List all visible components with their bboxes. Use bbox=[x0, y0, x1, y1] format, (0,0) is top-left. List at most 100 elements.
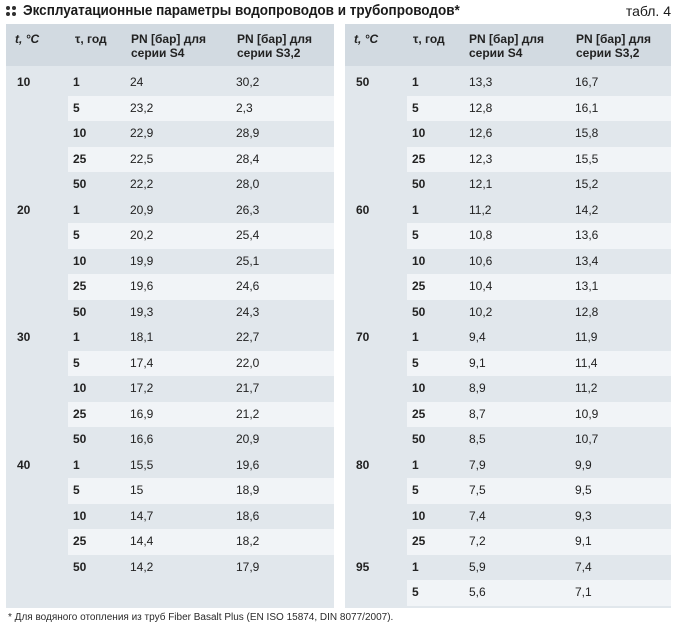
pn-s32-cell: 18,6 bbox=[236, 508, 260, 523]
table-row: 50 16,6 20,9 bbox=[68, 427, 334, 453]
pn-s32-cell: 17,9 bbox=[236, 559, 260, 574]
table-row: 5 12,8 16,1 bbox=[407, 95, 671, 121]
pn-s4-cell: 5,9 bbox=[469, 559, 486, 574]
pn-s32-cell: 18,2 bbox=[236, 534, 260, 548]
pn-s32-cell: 18,9 bbox=[236, 483, 260, 497]
pn-s4-cell: 17,4 bbox=[130, 355, 154, 370]
table-row: 50 14,2 17,9 bbox=[68, 555, 334, 581]
column-headers: t, °C τ, год PN [бар] для серии S4 PN [ба… bbox=[6, 24, 334, 66]
pn-s4-cell: 8,9 bbox=[469, 381, 486, 395]
table-row: 5 15 18,9 bbox=[68, 478, 334, 504]
pn-s4-cell: 7,5 bbox=[469, 483, 486, 497]
table-row: 10 1 24 30,2 bbox=[17, 70, 334, 96]
pn-s32-cell: 28,9 bbox=[236, 126, 260, 140]
pn-s32-cell: 28,4 bbox=[236, 151, 260, 166]
pn-s4-cell: 7,2 bbox=[469, 534, 486, 548]
pn-s32-cell: 28,0 bbox=[236, 177, 260, 191]
years-cell: 1 bbox=[73, 330, 80, 344]
temperature-cell: 50 bbox=[356, 75, 370, 89]
pn-s32-cell: 15,5 bbox=[575, 151, 599, 166]
table-row: 10 10,6 13,4 bbox=[407, 249, 671, 275]
years-cell: 10 bbox=[73, 253, 87, 268]
pn-s32-cell: 24,6 bbox=[236, 279, 260, 293]
table-header: Эксплуатационные параметры водопроводов … bbox=[0, 0, 677, 24]
years-cell: 10 bbox=[412, 508, 426, 523]
table-row: 50 8,5 10,7 bbox=[407, 427, 671, 453]
pn-s4-cell: 7,9 bbox=[469, 457, 486, 472]
pn-s32-cell: 2,3 bbox=[236, 100, 253, 115]
table-row: 5 7,5 9,5 bbox=[407, 478, 671, 504]
pn-s32-cell: 14,2 bbox=[575, 202, 599, 217]
table-row: 20 1 20,9 26,3 bbox=[17, 198, 334, 224]
table-row: 50 10,2 12,8 bbox=[407, 300, 671, 326]
years-cell: 25 bbox=[412, 534, 426, 548]
pn-s32-cell: 10,7 bbox=[575, 432, 599, 446]
years-cell: 1 bbox=[412, 457, 419, 472]
pn-s4-cell: 8,5 bbox=[469, 432, 486, 446]
pn-s32-cell: 21,2 bbox=[236, 406, 260, 421]
pn-s4-cell: 14,2 bbox=[130, 559, 154, 574]
table-row: 80 1 7,9 9,9 bbox=[356, 453, 671, 479]
temperature-cell: 80 bbox=[356, 457, 370, 472]
temperature-cell: 10 bbox=[17, 75, 31, 89]
pn-s32-cell: 13,4 bbox=[575, 253, 599, 268]
pn-s32-cell: 25,4 bbox=[236, 228, 260, 242]
pn-s32-cell: 16,1 bbox=[575, 100, 599, 115]
pn-s4-cell: 20,9 bbox=[130, 202, 154, 217]
pn-s4-cell: 19,6 bbox=[130, 279, 154, 293]
pn-s32-cell: 11,9 bbox=[575, 330, 598, 344]
table-row: 10 8,9 11,2 bbox=[407, 376, 671, 402]
pn-s32-cell: 7,4 bbox=[575, 559, 592, 574]
table-row: 70 1 9,4 11,9 bbox=[356, 325, 671, 351]
header-years: τ, год bbox=[75, 32, 107, 46]
table-row: 50 22,2 28,0 bbox=[68, 172, 334, 198]
temperature-cell: 30 bbox=[17, 330, 31, 344]
years-cell: 10 bbox=[73, 381, 87, 395]
years-cell: 50 bbox=[73, 559, 87, 574]
pn-s32-cell: 24,3 bbox=[236, 304, 260, 319]
header-pn-s32: PN [бар] для серии S3,2 bbox=[576, 32, 651, 60]
pn-s4-cell: 20,2 bbox=[130, 228, 154, 242]
pn-s32-cell: 20,9 bbox=[236, 432, 260, 446]
pn-s4-cell: 19,3 bbox=[130, 304, 154, 319]
years-cell: 5 bbox=[412, 355, 419, 370]
table-row: 10 14,7 18,6 bbox=[68, 504, 334, 530]
pn-s32-cell: 22,0 bbox=[236, 355, 260, 370]
years-cell: 5 bbox=[73, 355, 80, 370]
years-cell: 5 bbox=[73, 100, 80, 115]
pn-s32-cell: 13,6 bbox=[575, 228, 599, 242]
table-row: 30 1 18,1 22,7 bbox=[17, 325, 334, 351]
header-pn-s4: PN [бар] для серии S4 bbox=[131, 32, 206, 60]
years-cell: 50 bbox=[73, 177, 87, 191]
years-cell: 50 bbox=[412, 432, 426, 446]
years-cell: 25 bbox=[73, 279, 87, 293]
temperature-cell: 60 bbox=[356, 202, 370, 217]
bullet-dots-icon bbox=[6, 6, 16, 16]
years-cell: 5 bbox=[412, 228, 419, 242]
table-row: 10 7,4 9,3 bbox=[407, 504, 671, 530]
pn-s32-cell: 9,1 bbox=[575, 534, 592, 548]
years-cell: 1 bbox=[73, 202, 80, 217]
table-row: 5 9,1 11,4 bbox=[407, 350, 671, 376]
temperature-cell: 70 bbox=[356, 330, 370, 344]
pn-s32-cell: 16,7 bbox=[575, 75, 599, 89]
footnote: * Для водяного отопления из труб Fiber B… bbox=[8, 612, 394, 623]
years-cell: 10 bbox=[412, 253, 426, 268]
pn-s32-cell: 25,1 bbox=[236, 253, 260, 268]
pn-s32-cell: 10,9 bbox=[575, 406, 599, 421]
years-cell: 10 bbox=[412, 381, 426, 395]
years-cell: 25 bbox=[73, 151, 87, 166]
pn-s4-cell: 16,6 bbox=[130, 432, 154, 446]
table-row: 25 14,4 18,2 bbox=[68, 529, 334, 555]
pn-s4-cell: 12,3 bbox=[469, 151, 493, 166]
years-cell: 10 bbox=[73, 126, 87, 140]
pn-s4-cell: 9,4 bbox=[469, 330, 486, 344]
table-row: 10 17,2 21,7 bbox=[68, 376, 334, 402]
pn-s4-cell: 23,2 bbox=[130, 100, 154, 115]
years-cell: 25 bbox=[412, 151, 426, 166]
years-cell: 10 bbox=[73, 508, 87, 523]
years-cell: 1 bbox=[73, 75, 80, 89]
pn-s4-cell: 10,2 bbox=[469, 304, 493, 319]
years-cell: 50 bbox=[73, 432, 87, 446]
table-row: 25 19,6 24,6 bbox=[68, 274, 334, 300]
